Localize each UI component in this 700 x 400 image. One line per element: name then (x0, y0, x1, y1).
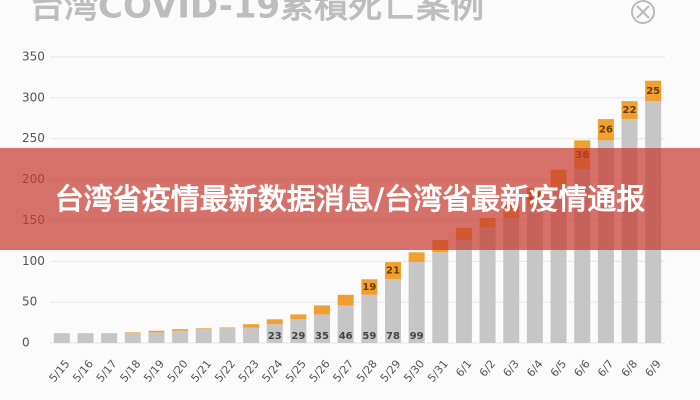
x-tick-label: 5/21 (189, 358, 215, 385)
value-label: 35 (315, 331, 329, 342)
bar-segment (432, 252, 449, 343)
banner-text: 台湾省疫情最新数据消息/台湾省最新疫情通报 (54, 182, 646, 216)
x-tick-label: 6/8 (619, 357, 640, 379)
value-label: 59 (362, 331, 376, 342)
x-tick-label: 6/4 (524, 357, 545, 379)
bar-segment (53, 333, 70, 343)
bar-segment (479, 227, 496, 343)
bar-segment (621, 101, 638, 120)
x-tick-label: 6/2 (477, 358, 498, 380)
bar-segment (384, 279, 401, 343)
y-tick-label: 300 (22, 90, 45, 104)
x-tick-label: 6/3 (501, 357, 522, 379)
bar-segment (243, 327, 260, 343)
bar-segment (290, 314, 307, 320)
bar-segment (124, 332, 141, 334)
bar-segment (314, 305, 331, 315)
x-tick-label: 5/30 (401, 358, 427, 385)
x-tick-label: 5/24 (259, 358, 285, 385)
x-tick-label: 5/18 (118, 358, 144, 385)
x-tick-label: 6/7 (595, 357, 616, 379)
bar-segment (195, 329, 212, 343)
x-tick-label: 6/5 (548, 357, 569, 379)
x-tick-label: 5/29 (378, 358, 404, 385)
x-tick-label: 5/27 (330, 358, 356, 385)
value-label: 22 (623, 105, 637, 116)
bar-segment (148, 332, 165, 343)
x-tick-label: 5/19 (141, 358, 167, 385)
value-label: 29 (291, 331, 305, 342)
bar-segment (361, 279, 378, 295)
value-label: 23 (268, 331, 282, 342)
y-tick-label: 50 (22, 295, 37, 309)
x-tick-label: 5/16 (70, 358, 96, 385)
bar-segment (266, 324, 283, 343)
close-icon[interactable] (631, 0, 655, 24)
value-label: 26 (599, 125, 613, 136)
value-label: 46 (339, 331, 353, 342)
bar-segment (337, 294, 354, 306)
bar-segment (266, 319, 283, 325)
bar-segment (337, 305, 354, 343)
x-tick-label: 6/1 (453, 358, 474, 380)
bar-segment (77, 333, 94, 343)
bar-segment (124, 333, 141, 343)
x-tick-label: 5/23 (236, 358, 262, 385)
bar-segment (172, 330, 189, 343)
bar-segment (408, 252, 425, 263)
x-tick-label: 5/31 (425, 358, 451, 385)
y-tick-label: 350 (22, 50, 45, 64)
value-label: 99 (410, 331, 424, 342)
x-tick-label: 6/9 (642, 357, 663, 379)
x-tick-label: 5/22 (212, 358, 238, 385)
bar-segment (645, 80, 662, 102)
bar-segment (408, 262, 425, 343)
value-label: 78 (386, 331, 400, 342)
y-tick-label: 100 (22, 254, 45, 268)
value-label: 25 (646, 86, 660, 97)
bar-segment (243, 324, 260, 328)
x-tick-label: 5/17 (94, 358, 120, 385)
banner: 台湾省疫情最新数据消息/台湾省最新疫情通报 (0, 148, 700, 250)
bar-segment (219, 327, 236, 329)
bar-segment (101, 333, 118, 343)
y-tick-label: 250 (22, 131, 45, 145)
bar-segment (597, 119, 614, 141)
x-tick-label: 5/28 (354, 358, 380, 385)
x-tick-label: 5/25 (283, 358, 309, 385)
bar-segment (219, 328, 236, 343)
bar-segment (172, 329, 189, 331)
y-tick-label: 0 (22, 336, 30, 350)
x-tick-label: 5/26 (307, 358, 333, 385)
x-tick-label: 5/15 (47, 358, 73, 385)
bar-segment (361, 294, 378, 343)
bar-segment (314, 314, 331, 343)
x-tick-label: 6/6 (571, 357, 592, 379)
x-tick-label: 5/20 (165, 358, 191, 385)
bar-segment (148, 330, 165, 333)
bar-segment (290, 319, 307, 343)
bar-segment (455, 240, 472, 343)
bar-segment (195, 328, 212, 330)
chart-title: 台湾COVID-19累積死亡案例 (30, 0, 484, 27)
value-label: 21 (386, 266, 400, 277)
bar-segment (384, 262, 401, 280)
value-label: 19 (362, 282, 376, 293)
